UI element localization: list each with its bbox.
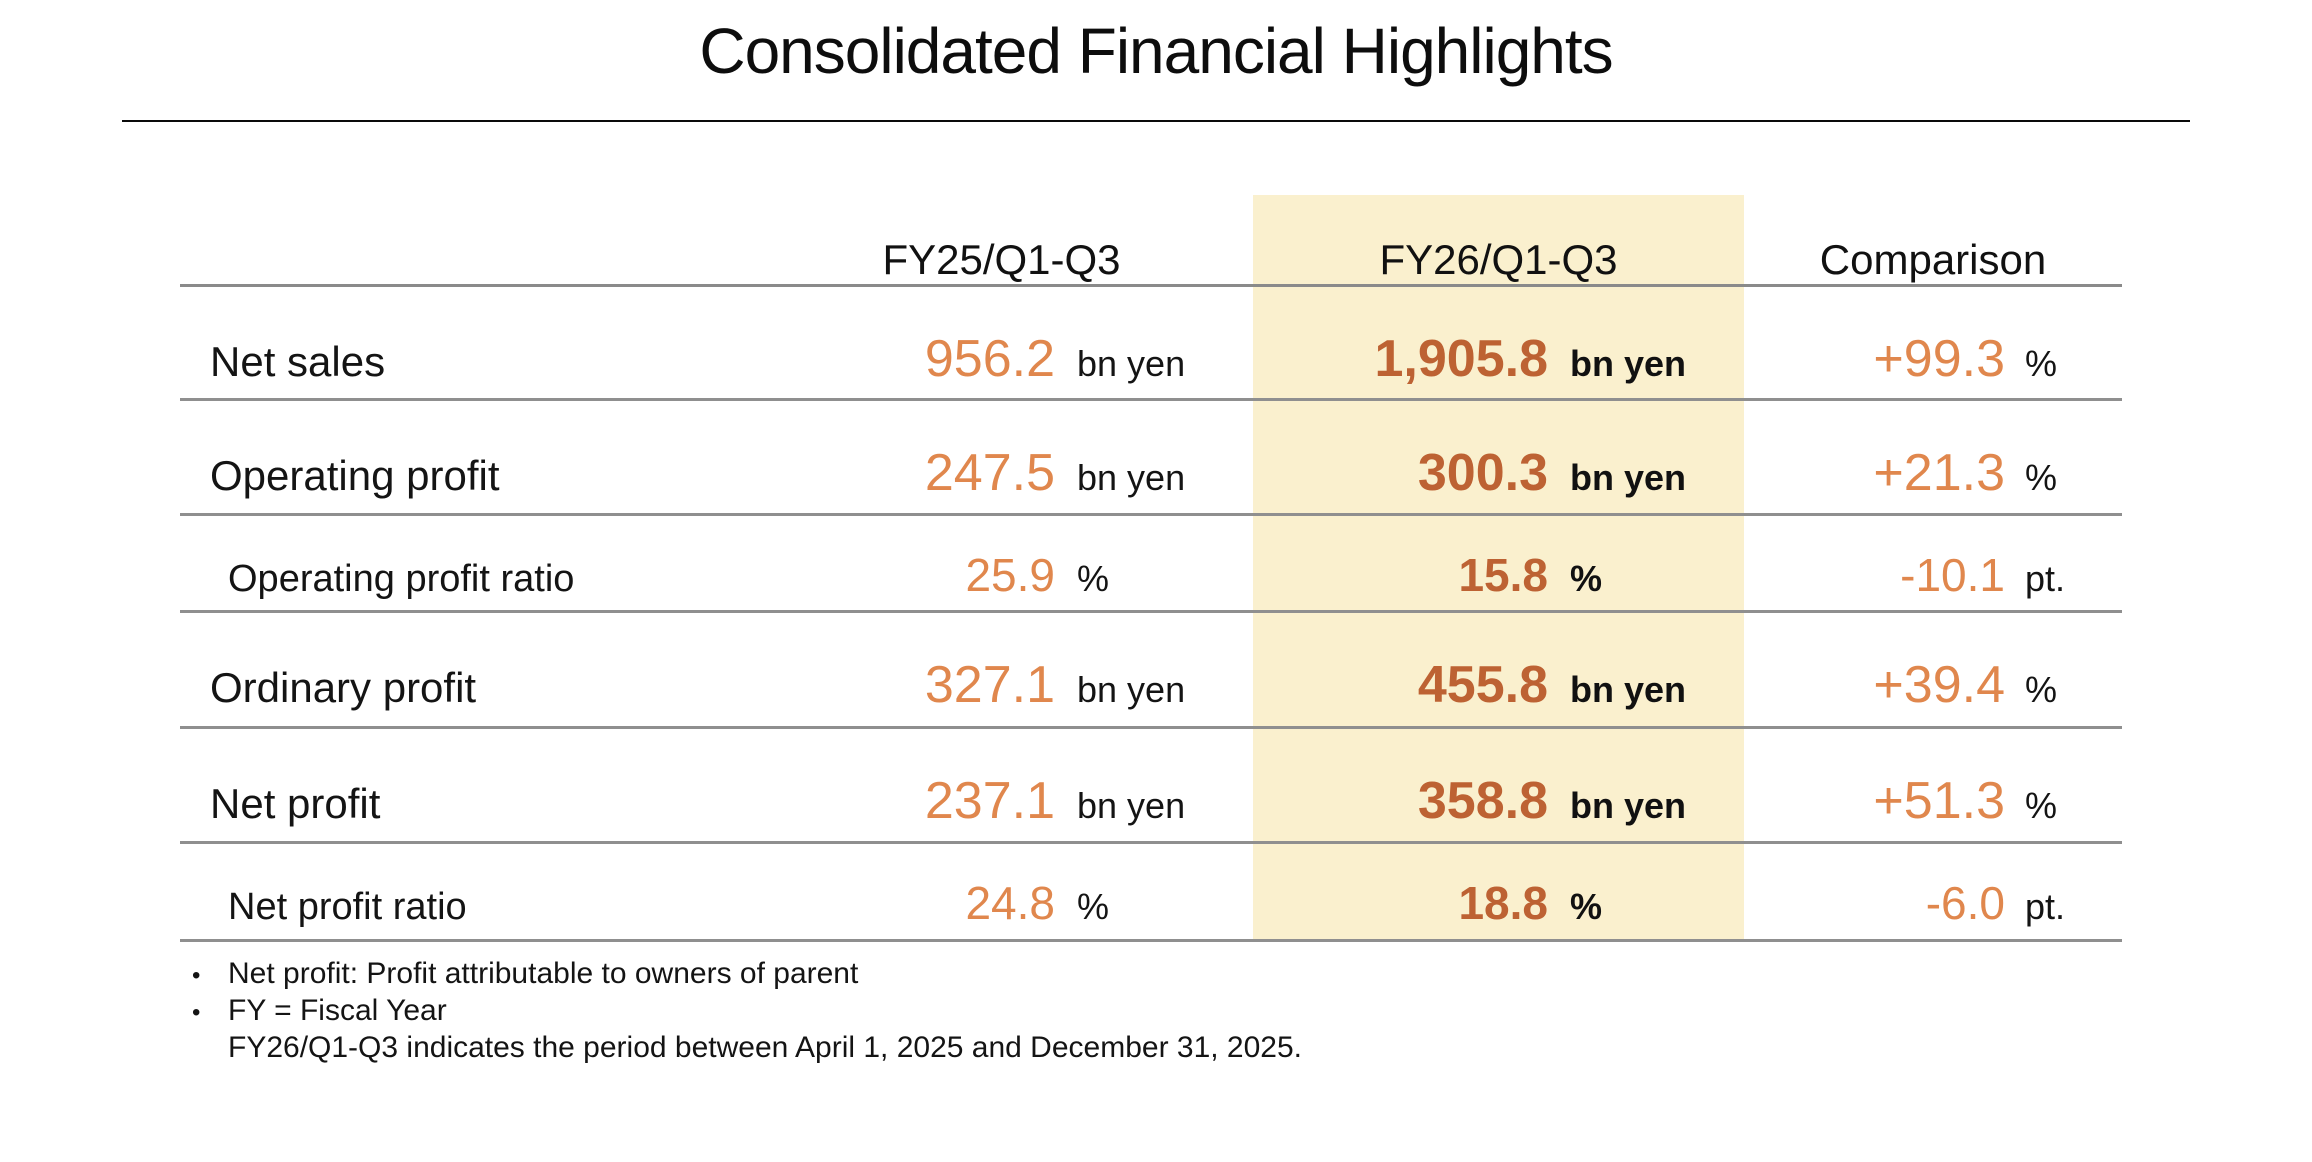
row-label: Operating profit	[210, 452, 500, 499]
fy25-value: 956.2	[924, 330, 1055, 388]
bullet-icon: •	[192, 999, 201, 1026]
row-label: Net sales	[210, 338, 386, 385]
fy26-unit: %	[1570, 558, 1603, 599]
row-label: Net profit ratio	[228, 886, 467, 928]
footnote-line: • FY = Fiscal Year	[170, 992, 1302, 1029]
fy26-unit: bn yen	[1570, 457, 1687, 498]
fy26-unit: bn yen	[1570, 343, 1687, 384]
table-row-operating-profit-ratio: Operating profit ratio 25.9 % 15.8 % -10…	[180, 516, 2122, 613]
table-row-net-sales: Net sales 956.2 bn yen 1,905.8 bn yen +9…	[180, 287, 2122, 401]
footnote-text: FY = Fiscal Year	[228, 994, 447, 1027]
bullet-icon: •	[192, 962, 201, 989]
table-row-net-profit: Net profit 237.1 bn yen 358.8 bn yen +51…	[180, 729, 2122, 844]
fy25-value: 327.1	[924, 656, 1055, 714]
fy25-unit: bn yen	[1077, 343, 1186, 384]
fy25-value: 24.8	[965, 877, 1055, 929]
comparison-unit: %	[2025, 457, 2058, 498]
fy25-unit: %	[1077, 886, 1110, 927]
fy26-unit: bn yen	[1570, 669, 1687, 710]
table-row-ordinary-profit: Ordinary profit 327.1 bn yen 455.8 bn ye…	[180, 613, 2122, 729]
table-header-row: FY25/Q1-Q3 FY26/Q1-Q3 Comparison	[180, 195, 2122, 287]
footnote-line: FY26/Q1-Q3 indicates the period between …	[170, 1029, 1302, 1066]
fy25-unit: bn yen	[1077, 669, 1186, 710]
fy25-value: 25.9	[965, 549, 1055, 601]
financial-highlights-table: FY25/Q1-Q3 FY26/Q1-Q3 Comparison Net sal…	[180, 195, 2122, 942]
comparison-value: +99.3	[1873, 330, 2005, 388]
comparison-unit: %	[2025, 343, 2058, 384]
fy25-unit: bn yen	[1077, 457, 1186, 498]
fy26-value: 358.8	[1417, 772, 1548, 830]
fy25-unit: bn yen	[1077, 785, 1186, 826]
footnote-text: Net profit: Profit attributable to owner…	[228, 957, 859, 990]
comparison-value: +51.3	[1873, 772, 2005, 830]
fy26-value: 300.3	[1417, 444, 1548, 502]
row-label: Net profit	[210, 780, 381, 827]
comparison-value: +21.3	[1873, 444, 2005, 502]
title-divider	[122, 120, 2190, 122]
fy26-unit: bn yen	[1570, 785, 1687, 826]
fy25-value: 247.5	[924, 444, 1055, 502]
comparison-value: -6.0	[1925, 877, 2005, 929]
fy25-value: 237.1	[924, 772, 1055, 830]
row-label: Operating profit ratio	[228, 558, 575, 600]
comparison-unit: pt.	[2025, 886, 2066, 927]
fy25-unit: %	[1077, 558, 1110, 599]
footnote-line: • Net profit: Profit attributable to own…	[170, 955, 1302, 992]
column-header-comparison: Comparison	[1819, 236, 2047, 283]
comparison-unit: pt.	[2025, 558, 2066, 599]
footnotes: • Net profit: Profit attributable to own…	[170, 955, 1302, 1066]
fy26-highlight-column	[1253, 195, 1744, 942]
footnote-text: FY26/Q1-Q3 indicates the period between …	[228, 1031, 1303, 1064]
comparison-value: -10.1	[1900, 549, 2005, 601]
table-row-operating-profit: Operating profit 247.5 bn yen 300.3 bn y…	[180, 401, 2122, 516]
fy26-value: 15.8	[1458, 549, 1548, 601]
fy26-value: 18.8	[1458, 877, 1548, 929]
row-label: Ordinary profit	[210, 664, 477, 711]
comparison-value: +39.4	[1873, 656, 2005, 714]
fy26-unit: %	[1570, 886, 1603, 927]
fy26-value: 1,905.8	[1374, 330, 1549, 388]
comparison-unit: %	[2025, 669, 2058, 710]
fy26-value: 455.8	[1417, 656, 1548, 714]
comparison-unit: %	[2025, 785, 2058, 826]
column-header-fy26: FY26/Q1-Q3	[1379, 236, 1618, 283]
table-row-net-profit-ratio: Net profit ratio 24.8 % 18.8 % -6.0 pt.	[180, 844, 2122, 942]
page-title: Consolidated Financial Highlights	[699, 15, 1613, 87]
column-header-fy25: FY25/Q1-Q3	[882, 236, 1121, 283]
